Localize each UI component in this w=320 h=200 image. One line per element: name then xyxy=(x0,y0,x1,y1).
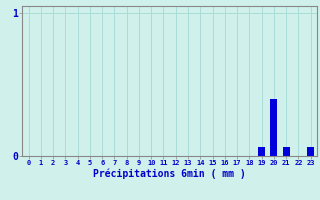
Bar xyxy=(283,147,290,156)
Bar xyxy=(270,99,277,156)
Bar xyxy=(307,147,314,156)
Bar xyxy=(258,147,265,156)
X-axis label: Précipitations 6min ( mm ): Précipitations 6min ( mm ) xyxy=(93,169,246,179)
